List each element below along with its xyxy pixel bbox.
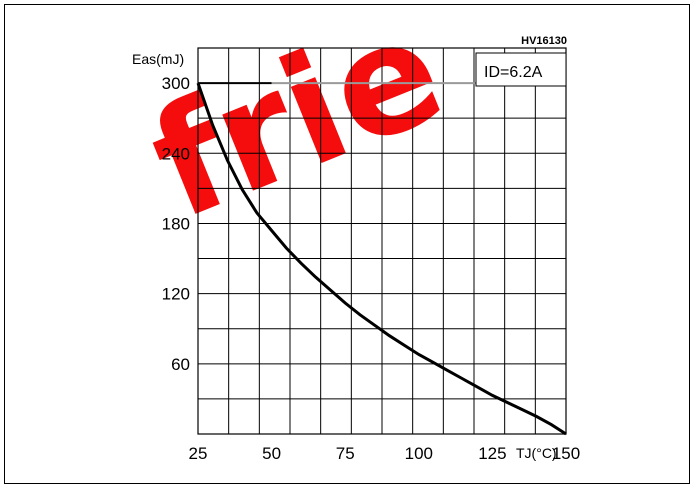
y-axis-label: Eas(mJ) [132,51,184,67]
y-tick-label: 240 [162,144,190,163]
y-tick-label: 60 [171,355,190,374]
condition-box [475,52,567,87]
plot-border [197,47,567,435]
chart-frame [4,4,690,484]
x-tick-label: 125 [478,444,506,463]
y-tick-label: 180 [162,214,190,233]
y-tick-label: 300 [162,74,190,93]
figure-code: HV16130 [521,35,567,47]
grid [197,47,567,435]
x-tick-label: 150 [552,444,580,463]
tick-labels: 25 50 75 100 125 150 60 120 180 240 300 [162,74,581,463]
x-tick-label: 75 [336,444,355,463]
x-tick-label: 100 [405,444,433,463]
x-tick-label: 25 [189,444,208,463]
x-tick-label: 50 [262,444,281,463]
series-curve [196,82,567,436]
x-axis-label: TJ(°C) [516,445,557,461]
y-tick-label: 120 [162,285,190,304]
condition-label: ID=6.2A [484,64,543,81]
